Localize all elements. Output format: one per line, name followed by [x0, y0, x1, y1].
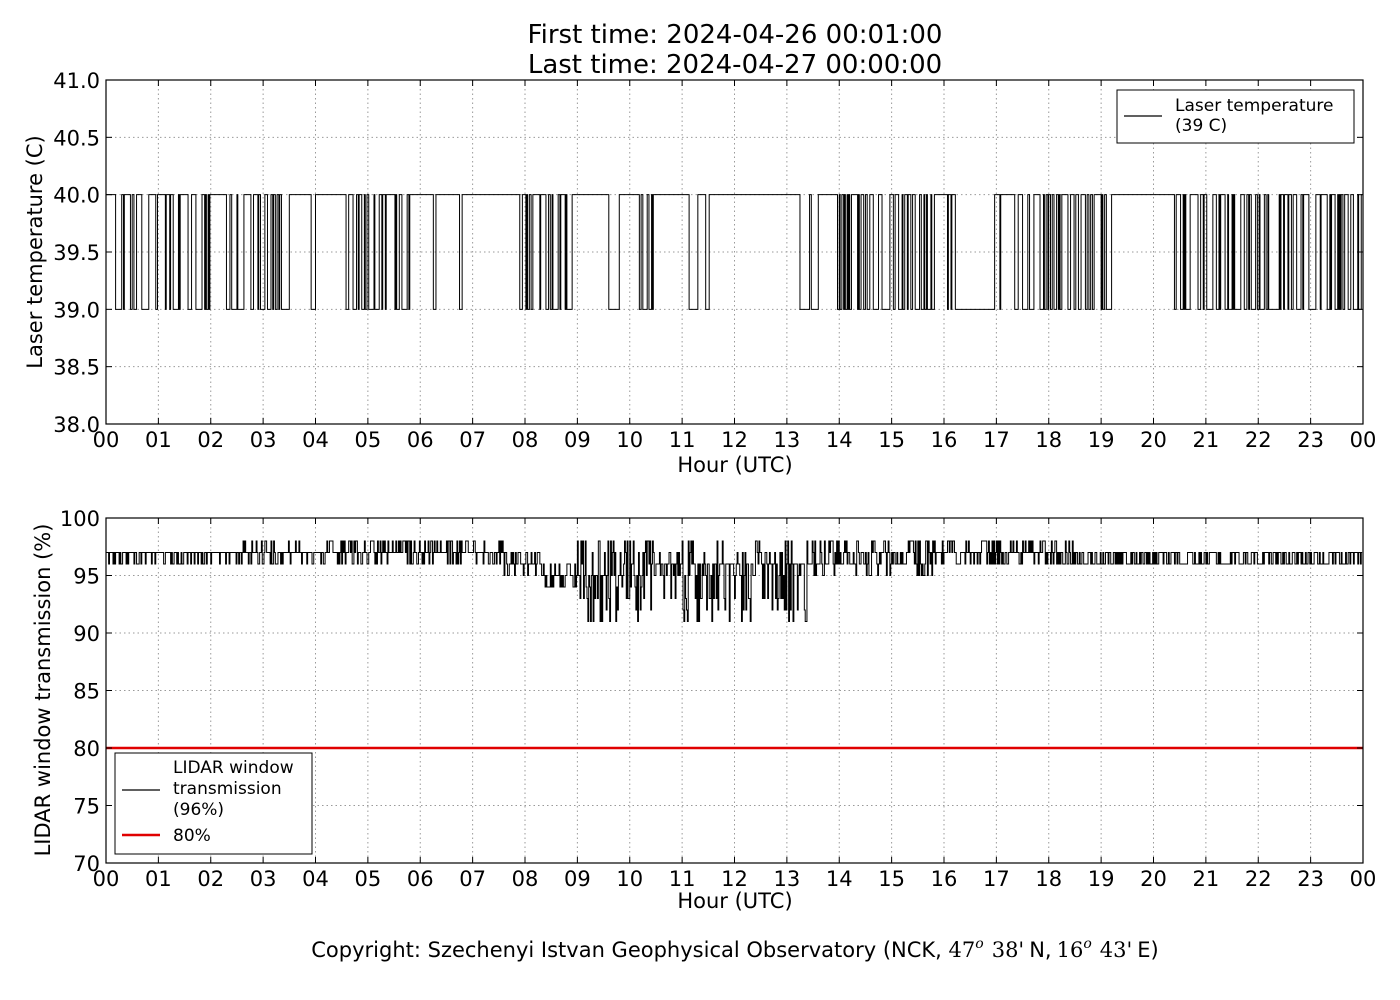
bottom-legend-box: [114, 752, 313, 855]
top-legend-label-line1: Laser temperature: [1175, 96, 1333, 116]
x-tick-label: 14: [826, 867, 853, 891]
x-tick-label: 10: [616, 428, 643, 452]
y-tick-label: 41.0: [53, 69, 100, 93]
x-tick-label: 04: [302, 428, 329, 452]
longitude-degrees: 16: [1057, 938, 1084, 962]
lidar-transmission-series: [106, 540, 1363, 622]
bottom-x-axis-label: Hour (UTC): [677, 889, 792, 913]
x-tick-label: 12: [721, 428, 748, 452]
y-tick-label: 39.0: [53, 298, 100, 322]
latitude-degree-symbol: o: [975, 936, 983, 952]
lidar-transmission-chart: 00 01 02 03 04 05 06 07 08 09 10 11 12 13 14 15 16 17 18 19…: [31, 507, 1376, 913]
x-tick-label: 16: [931, 428, 958, 452]
x-tick-label: 19: [1088, 867, 1115, 891]
y-tick-label: 100: [60, 507, 100, 531]
x-tick-label: 18: [1035, 428, 1062, 452]
x-tick-label: 06: [407, 867, 434, 891]
x-tick-label: 03: [250, 867, 277, 891]
latitude-degrees: 47: [949, 938, 976, 962]
y-tick-label: 38.0: [53, 413, 100, 437]
x-tick-label: 01: [145, 867, 172, 891]
longitude-degree-symbol: o: [1083, 936, 1091, 952]
bottom-legend: LIDAR window transmission (96%) 80%: [114, 752, 313, 855]
x-tick-label: 19: [1088, 428, 1115, 452]
latitude-direction: N,: [1029, 938, 1051, 962]
y-tick-label: 40.5: [53, 126, 100, 150]
series-line: [106, 540, 1363, 622]
x-tick-label: 14: [826, 428, 853, 452]
bottom-legend-label-line2: transmission: [173, 779, 282, 799]
x-tick-label: 16: [931, 867, 958, 891]
x-tick-label: 21: [1193, 428, 1220, 452]
bottom-ticks: 00 01 02 03 04 05 06 07 08 09 10 11 12 13 14 15 16 17 18 19…: [60, 507, 1376, 891]
top-legend-label-line2: (39 C): [1175, 116, 1227, 136]
top-y-axis-label: Laser temperature (C): [23, 135, 47, 368]
copyright-prefix: Copyright: Szechenyi Istvan Geophysical …: [311, 938, 948, 962]
x-tick-label: 23: [1297, 428, 1324, 452]
y-tick-label: 85: [73, 680, 100, 704]
x-tick-label: 09: [564, 867, 591, 891]
x-tick-label: 22: [1245, 428, 1272, 452]
y-tick-label: 80: [73, 737, 100, 761]
bottom-legend-label-line1: LIDAR window: [173, 758, 294, 778]
x-tick-label: 09: [564, 428, 591, 452]
x-tick-label: 07: [459, 867, 486, 891]
x-tick-label: 10: [616, 867, 643, 891]
x-tick-label: 02: [197, 428, 224, 452]
latitude-minutes: 38': [992, 938, 1025, 962]
laser-temperature-series: [106, 194, 1363, 310]
y-tick-label: 70: [73, 852, 100, 876]
bottom-legend-threshold-label: 80%: [173, 826, 211, 846]
y-tick-label: 90: [73, 622, 100, 646]
x-tick-label: 05: [355, 428, 382, 452]
x-tick-label: 05: [355, 867, 382, 891]
x-tick-label: 08: [512, 867, 539, 891]
bottom-legend-label-line3: (96%): [173, 800, 224, 820]
series-line: [106, 194, 1363, 310]
y-tick-label: 40.0: [53, 184, 100, 208]
x-tick-label: 18: [1035, 867, 1062, 891]
bottom-grid: [106, 518, 1363, 863]
y-tick-label: 39.5: [53, 241, 100, 265]
x-tick-label: 15: [878, 867, 905, 891]
top-legend: Laser temperature (39 C): [1116, 89, 1355, 144]
y-tick-label: 95: [73, 565, 100, 589]
x-tick-label: 12: [721, 867, 748, 891]
x-tick-label: 23: [1297, 867, 1324, 891]
x-tick-label: 17: [983, 867, 1010, 891]
x-tick-label: 13: [774, 867, 801, 891]
x-tick-label: 03: [250, 428, 277, 452]
bottom-y-axis-label: LIDAR window transmission (%): [31, 524, 55, 857]
x-tick-label: 00: [1350, 428, 1377, 452]
y-tick-label: 38.5: [53, 356, 100, 380]
x-tick-label: 20: [1140, 428, 1167, 452]
x-tick-label: 17: [983, 428, 1010, 452]
chart-title-line1: First time: 2024-04-26 00:01:00: [528, 20, 943, 50]
longitude-direction: E): [1137, 938, 1158, 962]
x-tick-label: 00: [93, 867, 120, 891]
x-tick-label: 02: [197, 867, 224, 891]
x-tick-label: 01: [145, 428, 172, 452]
x-tick-label: 06: [407, 428, 434, 452]
x-tick-label: 13: [774, 428, 801, 452]
laser-temperature-chart: 00 01 02 03 04 05 06 07 08 09 10 11 12 13 14 15 16 17 18 19…: [23, 69, 1376, 477]
x-tick-label: 07: [459, 428, 486, 452]
x-tick-label: 20: [1140, 867, 1167, 891]
top-ticks: 00 01 02 03 04 05 06 07 08 09 10 11 12 13 14 15 16 17 18 19…: [53, 69, 1376, 452]
top-x-axis-label: Hour (UTC): [677, 453, 792, 477]
x-tick-label: 08: [512, 428, 539, 452]
x-tick-label: 21: [1193, 867, 1220, 891]
x-tick-label: 22: [1245, 867, 1272, 891]
copyright-text: Copyright: Szechenyi Istvan Geophysical …: [311, 936, 1158, 962]
x-tick-label: 15: [878, 428, 905, 452]
x-tick-label: 00: [1350, 867, 1377, 891]
y-tick-label: 75: [73, 795, 100, 819]
x-tick-label: 11: [669, 867, 696, 891]
x-tick-label: 00: [93, 428, 120, 452]
x-tick-label: 11: [669, 428, 696, 452]
chart-title-line2: Last time: 2024-04-27 00:00:00: [528, 50, 942, 80]
longitude-minutes: 43': [1100, 938, 1133, 962]
x-tick-label: 04: [302, 867, 329, 891]
